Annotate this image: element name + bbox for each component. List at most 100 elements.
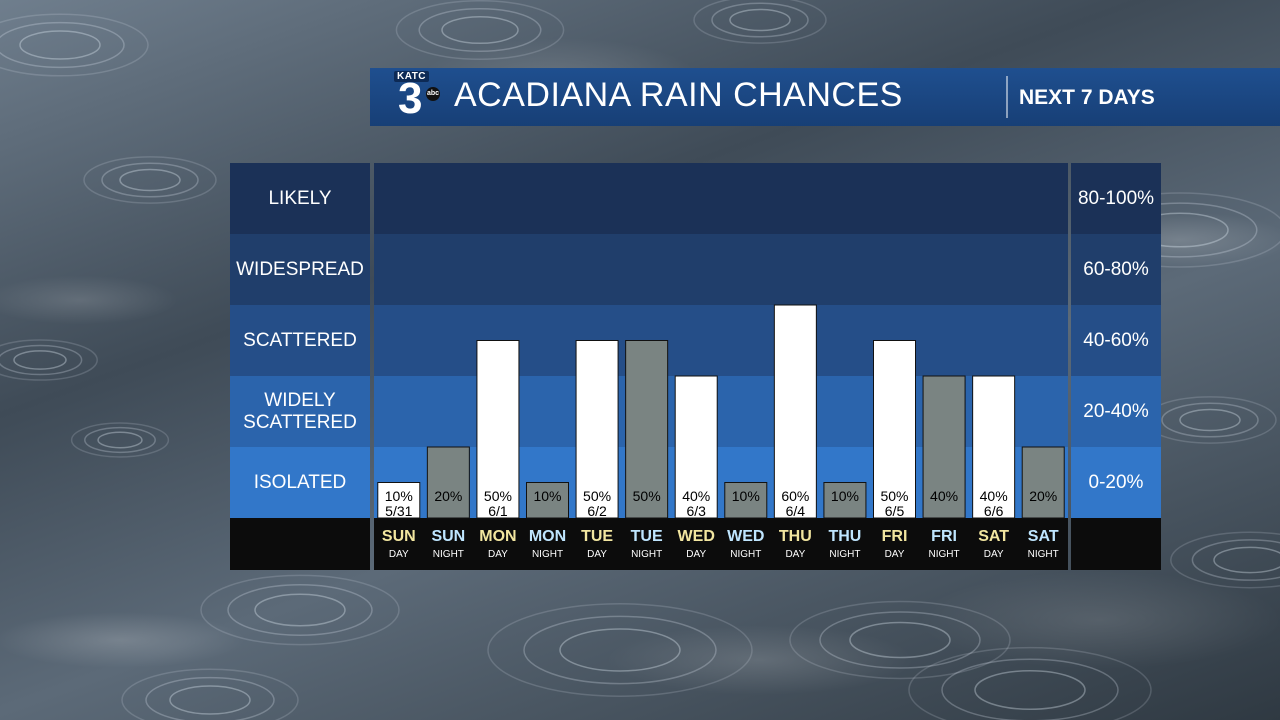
ripple-ring [693, 0, 827, 44]
range-0-20: 0-20% [1071, 447, 1161, 518]
day-label: TUE [581, 528, 613, 545]
bar-thu-night [823, 482, 867, 519]
bar-fri-night [922, 375, 966, 519]
header-divider [1006, 76, 1008, 118]
period-label: NIGHT [730, 549, 761, 560]
ripple-ring [418, 7, 542, 53]
period-label: DAY [686, 549, 706, 560]
period-label: NIGHT [929, 549, 960, 560]
ripple-ring [13, 350, 67, 370]
chance-label: 20% [1029, 488, 1057, 504]
day-label: SUN [431, 528, 465, 545]
category-labels-panel: LIKELY WIDESPREAD SCATTERED WIDELY SCATT… [230, 163, 370, 570]
day-label: SUN [382, 528, 416, 545]
chance-label: 10% [385, 488, 413, 504]
day-label: MON [479, 528, 516, 545]
station-logo: 3 KATC abc [392, 71, 444, 123]
ripple-ring [395, 0, 565, 61]
range-80-100: 80-100% [1071, 163, 1161, 234]
plot-band [374, 234, 1068, 305]
chance-label: 40% [930, 488, 958, 504]
ripple-ring [121, 668, 299, 720]
period-label: DAY [885, 549, 905, 560]
day-label: SAT [978, 528, 1009, 545]
ripple-ring [0, 13, 149, 77]
bar-chart-svg: 10%5/31SUNDAY20%SUNNIGHT50%6/1MONDAY10%M… [374, 163, 1068, 570]
ripple-ring [819, 611, 981, 669]
period-label: DAY [587, 549, 607, 560]
range-40-60: 40-60% [1071, 305, 1161, 376]
chance-label: 40% [980, 488, 1008, 504]
ripple-ring [908, 646, 1152, 720]
ripple-ring [227, 584, 373, 636]
bar-sat-night [1021, 446, 1065, 519]
chance-label: 50% [880, 488, 908, 504]
date-label: 6/2 [587, 503, 607, 519]
ripple-ring [1161, 402, 1259, 438]
bar-sun-night [426, 446, 470, 519]
period-label: NIGHT [829, 549, 860, 560]
date-label: 6/1 [488, 503, 508, 519]
ripple-ring [1191, 539, 1280, 581]
chance-label: 10% [732, 488, 760, 504]
day-label: WED [727, 528, 764, 545]
ripple-ring [145, 676, 275, 720]
ripple-ring [101, 162, 199, 198]
category-likely: LIKELY [230, 163, 370, 234]
chance-label: 20% [434, 488, 462, 504]
range-60-80: 60-80% [1071, 234, 1161, 305]
plot-footer [374, 518, 1068, 570]
ripple-ring [0, 339, 98, 381]
percent-range-panel: 80-100% 60-80% 40-60% 20-40% 0-20% [1071, 163, 1161, 570]
date-label: 5/31 [385, 503, 412, 519]
chance-label: 50% [484, 488, 512, 504]
bar-thu-day [773, 304, 817, 519]
bar-wed-night [724, 482, 768, 519]
date-label: 6/6 [984, 503, 1004, 519]
bar-sat-day [972, 375, 1016, 519]
ripple-ring [169, 685, 251, 715]
period-label: NIGHT [631, 549, 662, 560]
ripple-ring [487, 603, 753, 697]
ripple-ring [941, 658, 1119, 720]
bar-fri-day [873, 340, 916, 519]
plot-band [374, 163, 1068, 234]
chance-label: 10% [533, 488, 561, 504]
chance-label: 50% [633, 488, 661, 504]
period-label: DAY [389, 549, 409, 560]
ripple-ring [559, 628, 681, 672]
rain-chance-chart: 10% 5/31 SUN DAY 20% SUN NIGHT 50% 6/1 MON DAY 10% M… [374, 163, 1068, 570]
chance-label: 10% [831, 488, 859, 504]
day-label: TUE [631, 528, 663, 545]
period-label: DAY [488, 549, 508, 560]
period-label: DAY [785, 549, 805, 560]
ripple-ring [0, 344, 83, 376]
category-widely-scattered: WIDELY SCATTERED [230, 376, 370, 447]
ripple-ring [119, 168, 181, 192]
date-label: 6/3 [686, 503, 706, 519]
category-isolated: ISOLATED [230, 447, 370, 518]
ripple-ring [974, 670, 1086, 710]
day-label: SAT [1028, 528, 1059, 545]
bar-sun-day [377, 482, 421, 519]
ripple-ring [523, 615, 717, 685]
day-label: THU [828, 528, 861, 545]
ripple-ring [200, 574, 400, 646]
ripple-ring [83, 156, 217, 204]
bar-mon-night [526, 482, 569, 519]
day-label: FRI [882, 528, 908, 545]
title-banner: 3 KATC abc ACADIANA RAIN CHANCES NEXT 7 … [370, 68, 1280, 126]
ripple-ring [97, 431, 143, 449]
date-label: 6/5 [885, 503, 905, 519]
range-20-40: 20-40% [1071, 376, 1161, 447]
bar-tue-day [575, 340, 619, 519]
bar-wed-day [674, 375, 718, 519]
ripple-ring [849, 621, 951, 659]
ripple-ring [441, 15, 519, 45]
category-scattered: SCATTERED [230, 305, 370, 376]
ripple-ring [711, 2, 809, 38]
right-footer [1071, 518, 1161, 570]
ripple-ring [70, 422, 170, 458]
day-label: THU [779, 528, 812, 545]
date-label: 6/4 [786, 503, 806, 519]
